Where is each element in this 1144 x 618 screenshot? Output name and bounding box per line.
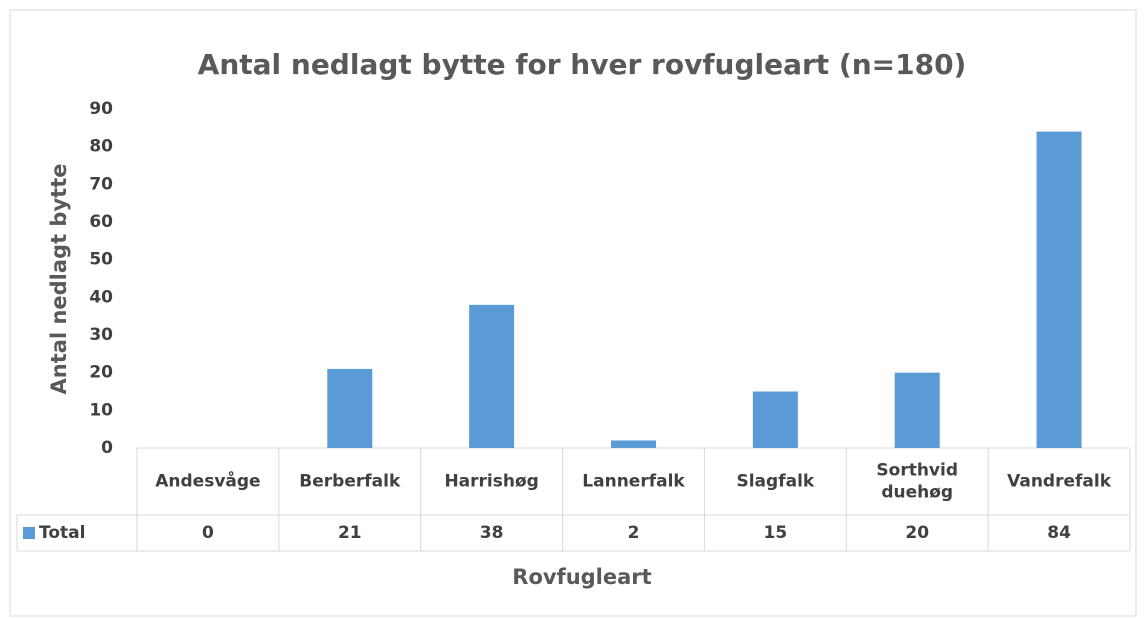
table-value: 84 — [1047, 523, 1071, 543]
y-tick-label: 90 — [89, 99, 113, 119]
y-tick-label: 0 — [101, 438, 113, 458]
table-value: 38 — [480, 523, 504, 543]
y-tick-label: 30 — [89, 325, 113, 345]
x-tick-label: Slagfalk — [736, 472, 814, 492]
table-value: 2 — [628, 523, 640, 543]
x-tick-label: Andesvåge — [155, 470, 260, 492]
bar — [469, 304, 515, 448]
x-tick-label: Sorthvid duehøg — [876, 461, 958, 503]
x-axis-title: Rovfugleart — [512, 565, 651, 589]
y-tick-label: 50 — [89, 250, 113, 270]
bar — [611, 440, 656, 448]
y-tick-label: 60 — [89, 212, 113, 232]
chart-border — [9, 9, 1137, 617]
x-tick-label: Lannerfalk — [582, 472, 685, 492]
y-axis-title: Antal nedlagt bytte — [47, 164, 71, 395]
legend-key — [23, 527, 35, 539]
bar — [894, 372, 940, 448]
bar — [752, 391, 798, 448]
legend-label: Total — [39, 523, 85, 543]
y-tick-label: 20 — [89, 363, 113, 383]
y-tick-label: 80 — [89, 137, 113, 157]
y-tick-label: 40 — [89, 287, 113, 307]
x-tick-label: Harrishøg — [444, 472, 538, 492]
y-tick-label: 70 — [89, 174, 113, 194]
bar — [327, 368, 373, 448]
y-tick-label: 10 — [89, 400, 113, 420]
bar — [1036, 131, 1082, 448]
table-value: 0 — [202, 523, 214, 543]
table-value: 21 — [338, 523, 362, 543]
x-tick-label: Vandrefalk — [1007, 472, 1112, 492]
table-value: 20 — [905, 523, 929, 543]
chart-title: Antal nedlagt bytte for hver rovfugleart… — [198, 48, 967, 81]
x-tick-label: Berberfalk — [299, 472, 401, 492]
table-value: 15 — [764, 523, 788, 543]
